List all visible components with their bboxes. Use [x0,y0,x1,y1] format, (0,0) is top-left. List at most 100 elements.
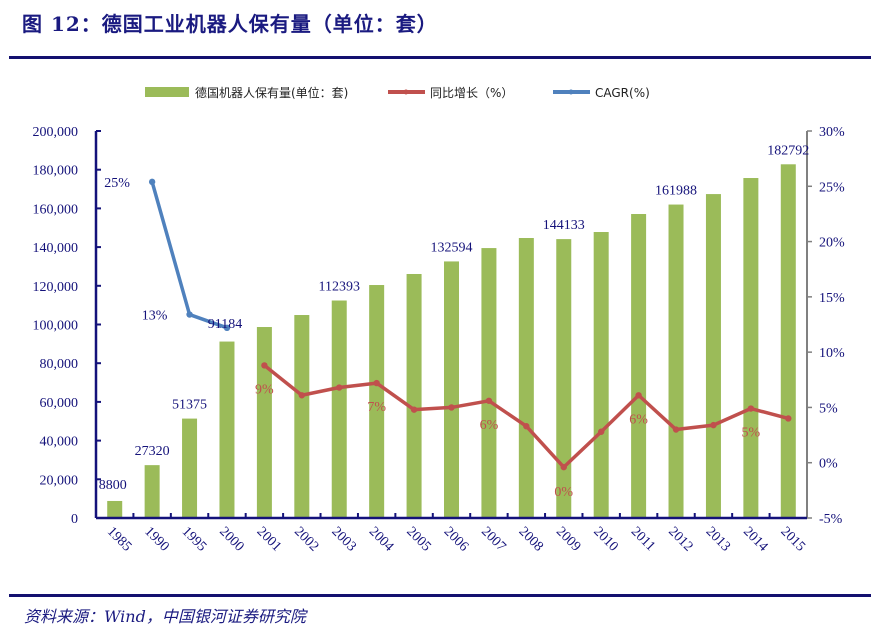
cagr-point-2000 [223,324,231,332]
growth-value-label: 6% [629,412,648,427]
growth-point-2015 [785,415,792,422]
right-axis-tick-label: 0% [819,457,838,472]
bar-2003 [331,300,347,518]
bar-2010 [593,232,609,518]
bar-value-label: 51375 [172,398,207,413]
cagr-point-1990 [148,178,156,186]
left-axis-tick-label: 180,000 [33,164,79,179]
bar-2009 [556,239,572,518]
growth-value-label: 5% [742,426,761,441]
x-axis-label-2011: 2011 [628,524,658,554]
bar-2013 [705,194,721,518]
bar-2014 [743,178,759,518]
legend-swatch-bar [145,87,189,97]
bar-2012 [668,204,684,518]
x-axis-label-2015: 2015 [777,524,807,554]
x-axis-label-2001: 2001 [254,524,284,554]
bar-1995 [182,418,198,518]
chart: 德国机器人保有量(单位：套) 同比增长（%） CAGR(%) 0 20,000 40… [33,85,846,555]
growth-point-2003 [336,384,343,391]
legend-label-growth: 同比增长（%） [430,86,513,100]
bar-value-label: 91184 [208,317,242,332]
legend-label-cagr: CAGR(%) [595,86,650,100]
left-axis-tick-label: 60,000 [40,396,79,411]
source-note: 资料来源：Wind，中国银河证券研究院 [24,607,306,626]
x-axis-label-2004: 2004 [366,524,396,554]
bar-value-label: 8800 [99,478,127,493]
line-series [148,178,792,471]
growth-point-2004 [373,379,380,387]
data-labels: 8800 27320 51375 91184 112393 132594 144133 161… [99,143,810,500]
growth-value-label: 7% [367,400,386,415]
left-axis-tick-label: 160,000 [33,202,79,217]
right-axis-tick-label: 30% [819,125,845,140]
growth-point-2007 [485,397,493,404]
bar-value-label: 161988 [655,184,697,199]
growth-value-label: 0% [554,485,573,500]
bar-2002 [294,315,310,518]
x-axis-label-2012: 2012 [665,524,695,554]
growth-point-2001 [261,362,268,369]
right-axis-tick-label: -5% [819,512,843,527]
cagr-point-1995 [186,311,193,318]
bar-2008 [518,238,534,518]
legend: 德国机器人保有量(单位：套) 同比增长（%） CAGR(%) [145,85,650,100]
left-axis-tick-label: 200,000 [33,125,79,140]
left-axis-tick-label: 80,000 [40,357,79,372]
bar-series [107,164,796,518]
x-axis-label-2013: 2013 [703,524,733,554]
legend-label-bar: 德国机器人保有量(单位：套) [195,85,348,100]
bar-1985 [107,500,123,518]
growth-point-2006 [448,404,455,411]
right-axis-tick-label: 10% [819,346,845,361]
left-axis-tick-label: 0 [71,512,78,527]
bar-2000 [219,341,235,518]
cagr-value-label: 25% [104,176,130,191]
left-axis-tick-label: 40,000 [40,435,79,450]
left-axis-tick-label: 100,000 [33,319,79,334]
growth-value-label: 9% [255,382,274,397]
left-axis-tick-label: 140,000 [33,241,79,256]
bar-2011 [631,214,647,518]
bar-2004 [369,285,385,518]
bar-2015 [780,164,796,518]
bar-2007 [481,248,497,518]
x-axis-label-2002: 2002 [291,524,321,554]
growth-point-2002 [298,392,306,399]
right-axis-tick-label: 5% [819,401,838,416]
right-axis-tick-label: 25% [819,180,845,195]
growth-point-2011 [635,392,642,399]
x-axis-label-2005: 2005 [403,524,433,554]
bottom-divider [9,594,871,597]
x-axis-label-2006: 2006 [441,524,471,554]
x-axis-label-2010: 2010 [590,524,620,554]
left-axis-tick-label: 20,000 [40,473,79,488]
x-axis-label-2007: 2007 [478,524,508,554]
x-axis-label-1995: 1995 [179,524,209,554]
growth-point-2014 [747,405,755,412]
growth-point-2010 [597,428,605,435]
growth-value-label: 6% [480,418,499,433]
growth-point-2005 [410,406,418,413]
bar-value-label: 132594 [431,240,473,255]
line-cagr [150,181,228,330]
x-axis-label-1985: 1985 [104,524,134,554]
bar-2005 [406,273,422,518]
bar-2006 [444,261,459,518]
bar-1990 [144,465,160,518]
bar-value-label: 27320 [135,444,170,459]
growth-point-2008 [523,423,530,430]
x-axis-label-2000: 2000 [216,524,246,554]
x-axis-label-2009: 2009 [553,524,583,554]
growth-point-2013 [710,421,717,429]
bar-value-label: 112393 [318,280,359,295]
top-divider [9,56,871,59]
cagr-value-label: 13% [142,309,168,324]
bar-2001 [256,327,272,518]
growth-point-2009 [560,463,567,471]
legend-marker-cagr [568,89,574,95]
right-axis-tick-label: 15% [819,291,845,306]
x-axis-label-2014: 2014 [740,524,770,554]
legend-marker-growth [403,89,409,95]
x-axis-label-1990: 1990 [141,524,171,554]
